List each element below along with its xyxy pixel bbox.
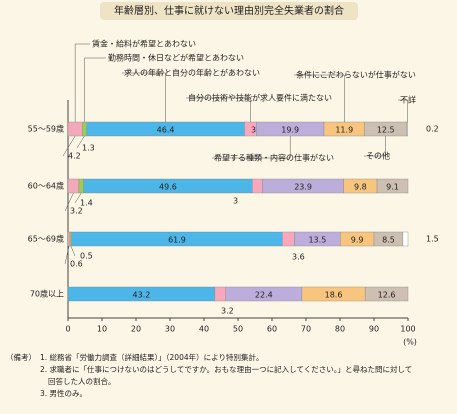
value-label: 49.6 — [159, 183, 177, 192]
leader-line — [74, 192, 82, 204]
value-label: 19.9 — [281, 126, 299, 135]
note: 回答した人の割合。 — [48, 376, 116, 386]
x-tick-label: 50 — [233, 325, 243, 334]
legend-label: その他 — [366, 151, 390, 161]
bar-segment — [67, 121, 83, 137]
value-label: 11.9 — [335, 126, 353, 135]
value-label: 46.4 — [157, 126, 175, 135]
leader-line — [64, 192, 74, 212]
bar-segment — [69, 231, 72, 247]
title-box — [100, 2, 358, 20]
note: 2. 求職者に「仕事につけないのはどうしてですか。おもな理由一つに記入してくださ… — [40, 364, 412, 374]
leader-line — [70, 245, 76, 257]
value-label: 61.9 — [168, 236, 186, 245]
value-label: 9.8 — [354, 183, 367, 192]
value-label: 18.6 — [325, 291, 343, 300]
value-label: 4.2 — [68, 152, 81, 161]
bar-segment — [214, 286, 226, 302]
value-label: 0.5 — [80, 252, 93, 261]
legend-label: 求人の年齢と自分の年齢とがあわない — [124, 68, 260, 78]
x-tick-label: 60 — [267, 325, 277, 334]
leader-line — [64, 245, 70, 265]
bar-segment — [402, 231, 409, 247]
value-label: 8.5 — [382, 236, 395, 245]
chart-title: 年齢層別、仕事に就けない理由別完全失業者の割合 — [114, 4, 344, 17]
value-label: 0.6 — [70, 260, 83, 269]
value-label: 9.1 — [386, 183, 399, 192]
value-label: 12.6 — [378, 291, 396, 300]
legend-label: 不詳 — [400, 95, 416, 105]
y-tick-label: 55～59歳 — [28, 124, 64, 134]
y-tick-label: 65～69歳 — [28, 234, 64, 244]
x-tick-label: 0 — [65, 325, 70, 334]
legend-label: 自分の技術や技能が求人要件に満たない — [188, 93, 332, 103]
x-tick-label: 20 — [131, 325, 141, 334]
value-label: 9.9 — [351, 236, 364, 245]
y-tick-label: 60～64歳 — [28, 181, 64, 191]
bar-segment — [406, 121, 408, 137]
x-tick-label: 100 — [400, 325, 415, 334]
bar-segment — [82, 121, 87, 137]
x-tick-label: 40 — [199, 325, 209, 334]
value-label: 23.9 — [294, 183, 312, 192]
value-label: 1.4 — [80, 199, 93, 208]
y-tick-label: 70歳以上 — [30, 289, 64, 299]
x-tick-label: 80 — [335, 325, 345, 334]
bar-segment — [282, 231, 295, 247]
x-tick-label: 70 — [301, 325, 311, 334]
x-tick-label: 30 — [165, 325, 175, 334]
value-label: 3.2 — [221, 307, 234, 316]
value-label: 3.2 — [70, 207, 83, 216]
value-label: 1.3 — [82, 144, 95, 153]
legend-label: 希望する種類・内容の仕事がない — [214, 153, 334, 163]
value-label: 0.2 — [426, 125, 439, 134]
leader-line — [76, 135, 85, 149]
bar-segment — [252, 178, 263, 194]
bar-segment — [364, 286, 409, 302]
x-tick-label: 10 — [97, 325, 107, 334]
value-label: 3.6 — [292, 253, 305, 262]
note: 3. 男性のみ。 — [40, 388, 87, 398]
x-unit: (%) — [403, 338, 417, 347]
bar-segment — [67, 231, 71, 247]
value-label: 22.4 — [255, 291, 273, 300]
bar-segment — [67, 178, 80, 194]
bar-segment — [376, 178, 409, 194]
legend-label: 賃金・給料が希望とあわない — [92, 39, 196, 49]
value-label: 13.5 — [308, 236, 326, 245]
leader-line — [62, 135, 76, 157]
note: 1. 総務省「労働力調査（詳細結果）」（2004年）により特別集計。 — [40, 352, 263, 362]
value-label: 43.2 — [133, 291, 151, 300]
value-label: 12.5 — [377, 126, 395, 135]
value-label: 3 — [233, 197, 238, 206]
bar-segment — [78, 178, 84, 194]
x-tick-label: 90 — [369, 325, 379, 334]
legend-label: 条件にこだわらないが仕事がない — [296, 70, 416, 80]
notes-label: （備考） — [6, 352, 36, 362]
value-label: 1.5 — [426, 235, 439, 244]
legend-label: 勤務時間・休日などが希望とあわない — [108, 53, 244, 63]
